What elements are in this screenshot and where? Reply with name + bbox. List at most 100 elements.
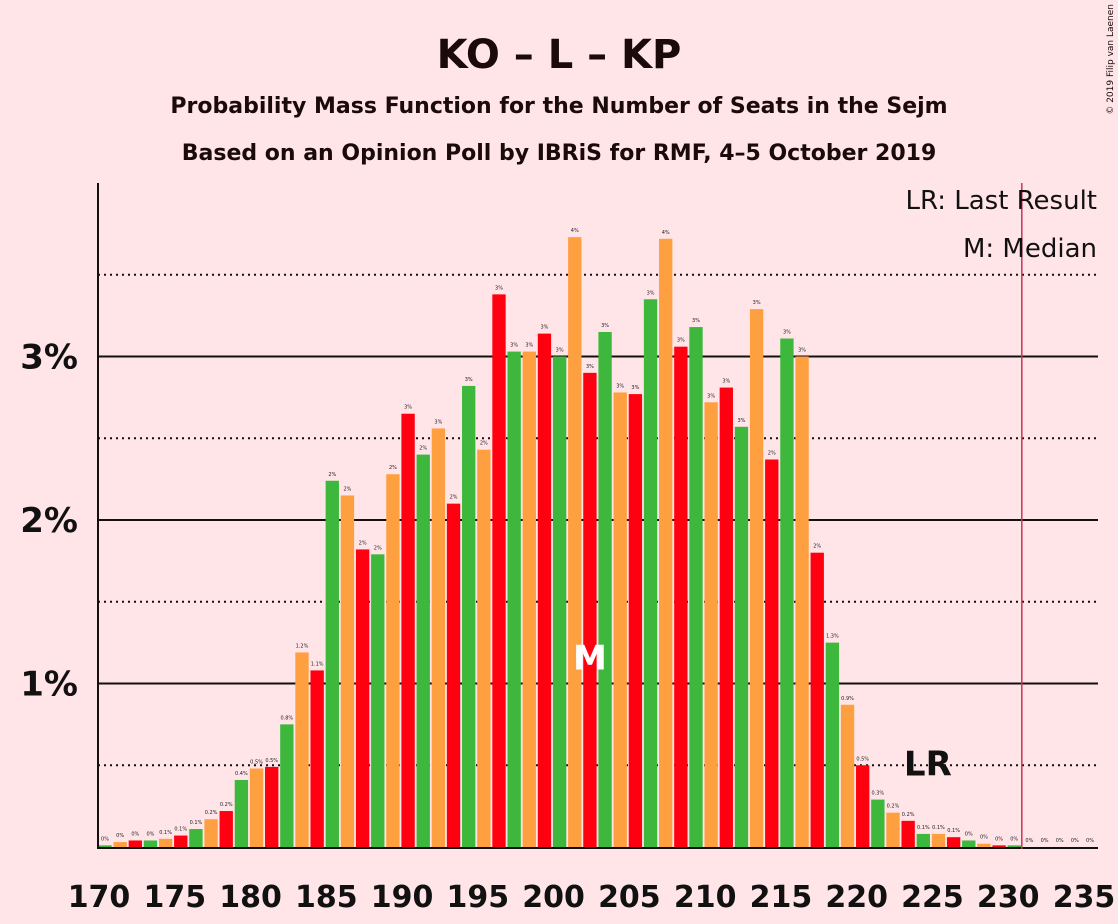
- data-label-218: 1.3%: [826, 634, 839, 640]
- bar-197: [507, 351, 521, 847]
- bar-199: [537, 333, 552, 847]
- chart-title: KO – L – KP: [437, 32, 682, 78]
- bar-175: [174, 835, 188, 847]
- x-tick-label: 190: [371, 880, 434, 915]
- data-label-185: 2%: [328, 472, 336, 478]
- bar-227: [962, 840, 976, 847]
- copyright-credit: © 2019 Filip van Laenen: [1106, 4, 1116, 115]
- bar-214: [765, 459, 779, 847]
- bar-219: [840, 704, 855, 847]
- data-label-205: 3%: [631, 385, 639, 391]
- data-label-220: 0.5%: [856, 756, 869, 762]
- data-label-211: 3%: [722, 379, 730, 385]
- data-label-190: 3%: [404, 405, 412, 411]
- data-label-180: 0.5%: [250, 760, 263, 766]
- data-label-186: 2%: [343, 486, 351, 492]
- y-tick-label: 1%: [20, 665, 78, 705]
- bar-180: [249, 768, 264, 847]
- bar-228: [977, 843, 991, 847]
- data-label-197: 3%: [510, 343, 518, 349]
- data-label-208: 3%: [677, 338, 685, 344]
- x-tick-label: 175: [143, 880, 206, 915]
- data-label-203: 3%: [601, 323, 609, 329]
- data-label-187: 2%: [359, 540, 367, 546]
- y-tick-label: 2%: [20, 501, 78, 541]
- data-label-212: 3%: [737, 418, 745, 424]
- data-label-227: 0%: [965, 831, 973, 837]
- data-label-206: 3%: [647, 290, 655, 296]
- bar-185: [325, 480, 339, 847]
- x-tick-label: 220: [825, 880, 888, 915]
- bar-218: [825, 642, 840, 847]
- data-label-210: 3%: [707, 393, 715, 399]
- bar-191: [416, 454, 430, 847]
- bar-194: [462, 385, 476, 847]
- data-label-178: 0.2%: [220, 802, 233, 808]
- bar-178: [219, 811, 233, 847]
- chart-subtitle: Probability Mass Function for the Number…: [170, 94, 947, 119]
- data-label-188: 2%: [374, 545, 382, 551]
- data-label-226: 0.1%: [947, 828, 960, 834]
- bar-196: [492, 294, 506, 847]
- bar-193: [446, 503, 461, 847]
- legend-median: M: Median: [963, 234, 1097, 264]
- x-tick-label: 205: [598, 880, 661, 915]
- data-label-233: 0%: [1056, 838, 1064, 844]
- bar-202: [583, 372, 597, 847]
- bar-186: [340, 495, 355, 847]
- bar-211: [719, 387, 733, 847]
- data-label-235: 0%: [1086, 838, 1094, 844]
- bar-198: [522, 351, 536, 847]
- data-label-222: 0.2%: [887, 804, 900, 810]
- bar-215: [780, 338, 794, 847]
- bar-181: [265, 766, 279, 847]
- data-label-183: 1.2%: [296, 643, 309, 649]
- last-result-marker: LR: [904, 744, 952, 784]
- bar-189: [386, 474, 400, 847]
- data-label-221: 0.3%: [871, 791, 884, 797]
- data-label-219: 0.9%: [841, 696, 854, 702]
- x-tick-label: 185: [295, 880, 358, 915]
- bar-226: [946, 837, 961, 847]
- bar-172: [128, 840, 142, 847]
- bar-170: [98, 845, 112, 847]
- bar-220: [856, 765, 870, 847]
- data-label-214: 2%: [768, 451, 776, 457]
- data-label-223: 0.2%: [902, 812, 915, 818]
- x-tick-label: 200: [522, 880, 585, 915]
- x-tick-label: 230: [977, 880, 1040, 915]
- bar-230: [1007, 845, 1021, 847]
- bar-188: [371, 554, 385, 847]
- data-label-232: 0%: [1041, 838, 1049, 844]
- bar-179: [234, 779, 249, 847]
- bar-184: [310, 670, 324, 847]
- y-tick-label: 3%: [20, 338, 78, 378]
- bar-229: [992, 845, 1006, 847]
- x-tick-label: 225: [901, 880, 964, 915]
- bar-221: [871, 799, 885, 847]
- bar-173: [143, 840, 158, 847]
- gridlines: [98, 273, 1098, 767]
- data-label-217: 2%: [813, 544, 821, 550]
- x-tick-label: 180: [219, 880, 282, 915]
- y-ticks-group: 1% 2% 3%: [20, 338, 78, 705]
- data-label-230: 0%: [1010, 836, 1018, 842]
- data-label-228: 0%: [980, 835, 988, 841]
- data-label-181: 0.5%: [265, 758, 278, 764]
- median-marker: M: [573, 638, 607, 678]
- data-label-174: 0.1%: [159, 830, 172, 836]
- x-ticks-group: 170 175 180 185 190 195 200 205 210 215 220 225 230 2…: [68, 880, 1116, 915]
- data-label-225: 0.1%: [932, 825, 945, 831]
- bar-176: [189, 829, 203, 847]
- data-label-171: 0%: [116, 833, 124, 839]
- bar-224: [916, 833, 930, 847]
- data-label-200: 3%: [556, 348, 564, 354]
- bar-206: [643, 299, 658, 847]
- bar-213: [749, 309, 764, 848]
- data-label-177: 0.2%: [205, 810, 218, 816]
- data-label-184: 1.1%: [311, 661, 324, 667]
- bar-182: [280, 724, 294, 847]
- bar-225: [931, 833, 946, 847]
- bar-192: [431, 428, 446, 847]
- data-label-189: 2%: [389, 465, 397, 471]
